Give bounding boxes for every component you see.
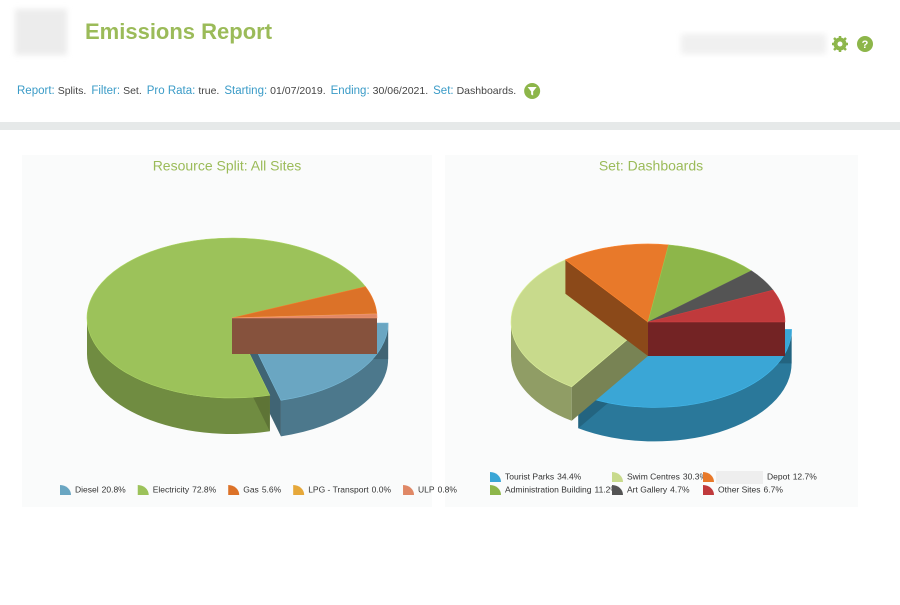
slice-top [647, 244, 752, 323]
filter-key: Pro Rata: [147, 85, 196, 97]
legend-swatch [293, 485, 305, 495]
filter-value: 01/07/2019. [270, 85, 325, 97]
legend-label: ULP [418, 484, 435, 494]
legend-swatch [703, 485, 714, 495]
legend-label: Art Gallery [627, 484, 668, 494]
legend-label: Diesel [75, 484, 99, 494]
filter-key: Report: [17, 85, 55, 97]
legend-value: 11.2% [594, 484, 618, 494]
page-title: Emissions Report [85, 19, 273, 44]
filter-key: Starting: [224, 85, 267, 97]
slice-side [578, 329, 792, 442]
legend-swatch [490, 485, 501, 495]
legend-label: Tourist Parks [505, 471, 554, 481]
legend-label: Depot [767, 471, 790, 481]
legend-label: Gas [243, 484, 259, 494]
legend-swatch [490, 472, 501, 482]
legend-swatch [403, 485, 415, 495]
slice-side [511, 322, 572, 421]
legend-value: 0.0% [372, 484, 392, 494]
svg-text:?: ? [862, 39, 869, 51]
slice-wall [565, 259, 648, 356]
legend-value: 6.7% [764, 484, 784, 494]
logo [15, 9, 67, 55]
filter-key: Filter: [91, 85, 120, 97]
legend-value: 72.8% [192, 484, 217, 494]
settings-icon[interactable] [832, 36, 848, 52]
filter-bar: Report: Splits. Filter: Set. Pro Rata: true. S… [17, 85, 516, 97]
slice-top [647, 289, 786, 323]
legend-value: 4.7% [670, 484, 690, 494]
legend-value: 20.8% [102, 484, 127, 494]
slice-side [87, 318, 270, 434]
filter-value: 30/06/2021. [373, 85, 428, 97]
filter-icon-funnel [527, 87, 537, 96]
slice-wall [571, 322, 648, 421]
filter-key: Ending: [331, 85, 370, 97]
legend-label: Swim Centres [627, 471, 680, 481]
legend-swatch [612, 472, 623, 482]
filter-key: Set: [433, 85, 453, 97]
legend-value: 5.6% [262, 484, 282, 494]
help-icon[interactable]: ? [857, 36, 873, 52]
legend-value: 34.4% [557, 471, 582, 481]
redacted [716, 471, 763, 484]
pie-slice [231, 313, 378, 354]
legend-value: 0.8% [438, 484, 458, 494]
slice-top [86, 237, 366, 399]
legend-value: 12.7% [793, 471, 818, 481]
pie-slice [647, 289, 786, 356]
filter-value: Dashboards. [457, 85, 517, 97]
slice-side [280, 323, 389, 437]
slice-wall [232, 318, 377, 354]
filter-value: Set. [123, 85, 142, 97]
legend-swatch [137, 485, 149, 495]
slice-top [564, 243, 669, 323]
legend-label: LPG - Transport [308, 484, 369, 494]
search-box[interactable] [681, 34, 826, 54]
legend-swatch [703, 472, 714, 482]
chart-title: Set: Dashboards [599, 158, 703, 174]
slice-top [231, 313, 378, 319]
slice-wall [648, 322, 785, 356]
legend-label: Other Sites [718, 484, 761, 494]
legend-label: Administration Building [505, 484, 592, 494]
filter-value: Splits. [58, 85, 87, 97]
slice-top [510, 259, 649, 388]
legend-swatch [60, 485, 71, 495]
legend-label: Electricity [153, 484, 190, 494]
legend-value: 30.3% [683, 471, 708, 481]
divider [0, 122, 900, 130]
legend-swatch [228, 485, 240, 495]
chart-title: Resource Split: All Sites [153, 158, 302, 174]
legend-swatch [612, 485, 623, 495]
filter-value: true. [198, 85, 219, 97]
filter-icon[interactable] [524, 83, 541, 99]
